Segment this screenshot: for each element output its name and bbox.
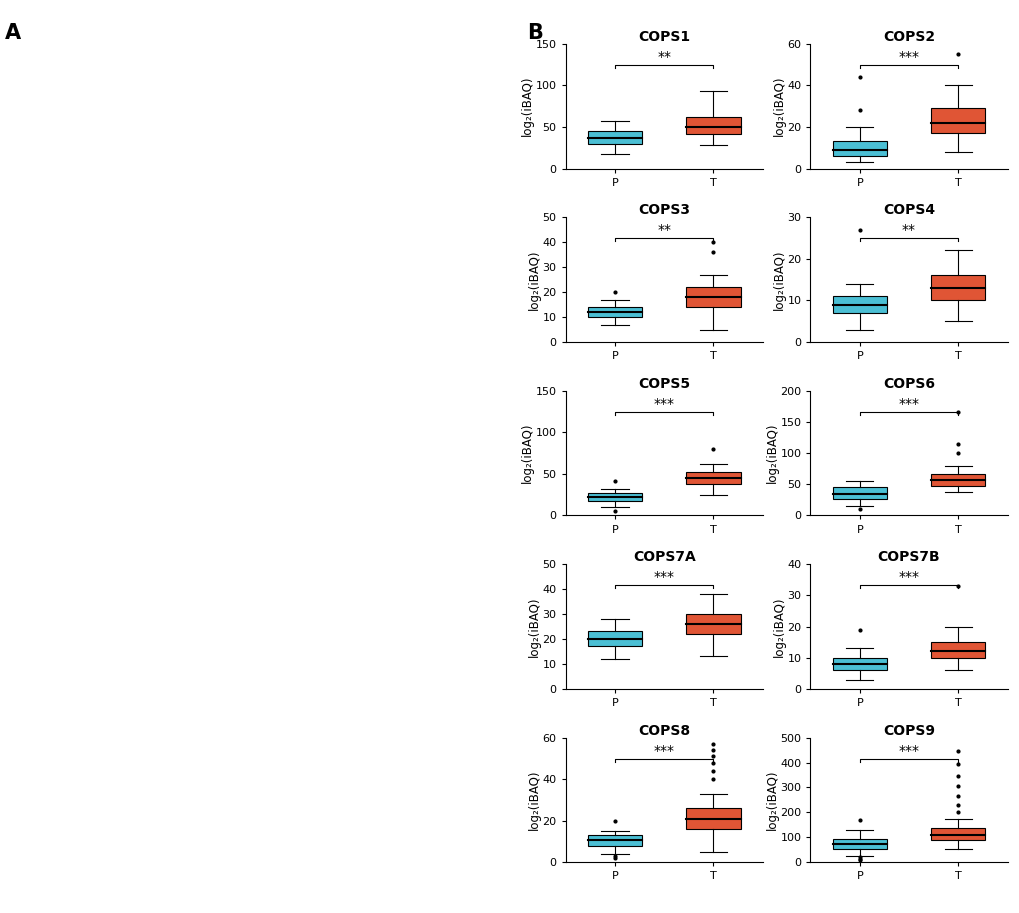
FancyBboxPatch shape [832, 657, 886, 670]
FancyBboxPatch shape [930, 276, 984, 300]
FancyBboxPatch shape [930, 108, 984, 133]
Title: COPS5: COPS5 [638, 376, 690, 391]
Title: COPS1: COPS1 [638, 29, 690, 44]
FancyBboxPatch shape [587, 835, 641, 845]
Title: COPS8: COPS8 [638, 723, 690, 738]
FancyBboxPatch shape [587, 131, 641, 143]
Text: ***: *** [653, 570, 674, 584]
Text: ***: *** [898, 49, 918, 64]
Y-axis label: log₂(iBAQ): log₂(iBAQ) [521, 423, 534, 483]
Y-axis label: log₂(iBAQ): log₂(iBAQ) [521, 76, 534, 136]
Title: COPS2: COPS2 [882, 29, 934, 44]
FancyBboxPatch shape [587, 632, 641, 646]
Text: A: A [5, 23, 21, 43]
Title: COPS9: COPS9 [882, 723, 934, 738]
FancyBboxPatch shape [832, 839, 886, 849]
Text: **: ** [656, 223, 671, 237]
Y-axis label: log₂(iBAQ): log₂(iBAQ) [765, 770, 779, 830]
Y-axis label: log₂(iBAQ): log₂(iBAQ) [528, 249, 541, 310]
Y-axis label: log₂(iBAQ): log₂(iBAQ) [528, 770, 541, 830]
Y-axis label: log₂(iBAQ): log₂(iBAQ) [528, 596, 541, 656]
FancyBboxPatch shape [686, 287, 740, 307]
Text: ***: *** [898, 743, 918, 758]
FancyBboxPatch shape [930, 474, 984, 486]
FancyBboxPatch shape [930, 828, 984, 841]
Title: COPS6: COPS6 [882, 376, 934, 391]
Text: **: ** [656, 49, 671, 64]
FancyBboxPatch shape [832, 488, 886, 498]
Title: COPS3: COPS3 [638, 203, 690, 217]
Title: COPS7A: COPS7A [632, 550, 695, 564]
Text: ***: *** [898, 396, 918, 411]
Text: **: ** [901, 223, 915, 237]
FancyBboxPatch shape [930, 642, 984, 657]
FancyBboxPatch shape [686, 117, 740, 133]
Y-axis label: log₂(iBAQ): log₂(iBAQ) [772, 596, 786, 656]
Title: COPS7B: COPS7B [877, 550, 940, 564]
Text: B: B [527, 23, 543, 43]
Y-axis label: log₂(iBAQ): log₂(iBAQ) [765, 423, 779, 483]
FancyBboxPatch shape [587, 307, 641, 317]
Text: ***: *** [898, 570, 918, 584]
FancyBboxPatch shape [686, 472, 740, 484]
FancyBboxPatch shape [832, 296, 886, 313]
FancyBboxPatch shape [686, 808, 740, 829]
Text: ***: *** [653, 396, 674, 411]
Text: ***: *** [653, 743, 674, 758]
Y-axis label: log₂(iBAQ): log₂(iBAQ) [772, 76, 786, 136]
Title: COPS4: COPS4 [882, 203, 934, 217]
Y-axis label: log₂(iBAQ): log₂(iBAQ) [772, 249, 786, 310]
FancyBboxPatch shape [587, 493, 641, 501]
FancyBboxPatch shape [832, 142, 886, 156]
FancyBboxPatch shape [686, 614, 740, 634]
